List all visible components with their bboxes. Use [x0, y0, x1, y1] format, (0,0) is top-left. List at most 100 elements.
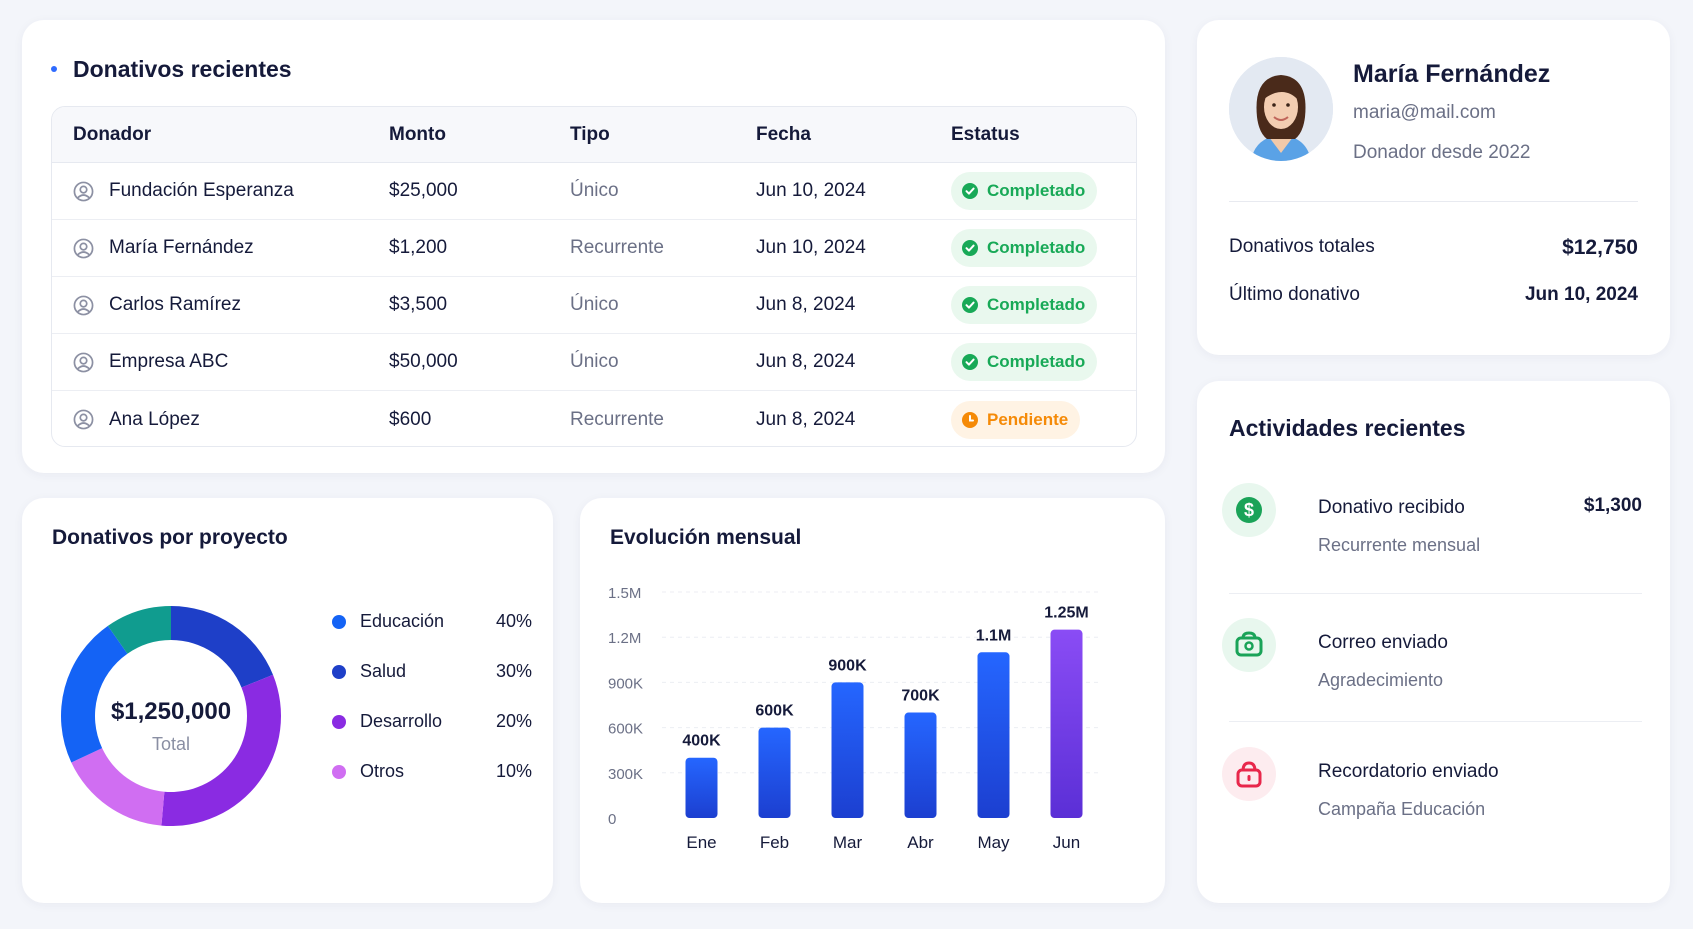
date-cell: Jun 10, 2024: [756, 180, 866, 201]
user-icon: [73, 238, 109, 259]
table-row[interactable]: Carlos Ramírez $3,500 Único Jun 8, 2024 Comp…: [52, 277, 1136, 334]
dollar-icon: $: [1222, 483, 1276, 537]
activity-title: Recordatorio enviado: [1318, 761, 1499, 782]
donor-profile-card: María Fernández maria@mail.com Donador d…: [1197, 20, 1670, 355]
donut-total-value: $1,250,000: [110, 698, 232, 725]
status-badge: Pendiente: [951, 400, 1081, 439]
y-tick-label: 900K: [608, 675, 643, 692]
user-icon: [73, 181, 109, 202]
x-tick-label: Jun: [1053, 833, 1080, 852]
table-row[interactable]: Empresa ABC $50,000 Único Jun 8, 2024 Comple…: [52, 334, 1136, 391]
x-tick-label: Mar: [833, 833, 863, 852]
donations-table: Donador Monto Tipo Fecha Estatus Fundaci…: [51, 106, 1137, 447]
legend-label: Salud: [360, 661, 407, 681]
donor-name: Carlos Ramírez: [109, 294, 241, 315]
activity-subtitle: Agradecimiento: [1318, 670, 1444, 690]
status-label: Completado: [987, 238, 1086, 257]
column-header-amount[interactable]: Monto: [389, 123, 446, 145]
last-donation-row: Último donativo Jun 10, 2024: [1229, 284, 1638, 306]
check-icon: [962, 354, 978, 370]
mail-icon: [1222, 618, 1276, 672]
status-cell: Pendiente: [951, 400, 1136, 439]
legend-percent: 30%: [495, 661, 532, 681]
bar-chart: 0 300K 600K 900K 1.2M 1.5M 400K Ene 600K Feb 900K M…: [608, 585, 1100, 852]
donut-total-label: Total: [151, 734, 191, 754]
amount-cell: $50,000: [389, 351, 458, 372]
divider: [1229, 721, 1642, 722]
x-tick-label: Abr: [907, 833, 934, 852]
donut-chart: [61, 606, 281, 826]
total-donations-value: $12,750: [1562, 236, 1638, 259]
bar-may[interactable]: [977, 652, 1010, 818]
activity-item[interactable]: Correo enviado Agradecimiento: [1222, 618, 1642, 718]
profile-name: María Fernández: [1353, 60, 1551, 88]
table-row[interactable]: Ana López $600 Recurrente Jun 8, 2024 Pendie…: [52, 391, 1136, 446]
donor-name: Ana López: [109, 408, 200, 430]
donut-slice-salud[interactable]: [171, 606, 273, 688]
last-donation-value: Jun 10, 2024: [1524, 284, 1638, 305]
bar-value-label: 1.1M: [976, 627, 1012, 644]
divider: [1229, 593, 1642, 594]
activity-amount: $1,300: [1583, 495, 1642, 516]
profile-since: Donador desde 2022: [1353, 142, 1531, 163]
type-cell: Recurrente: [570, 237, 664, 258]
status-badge: Completado: [951, 172, 1098, 210]
legend-label: Educación: [360, 611, 445, 631]
donut-slice-extra[interactable]: [107, 606, 171, 654]
table-row[interactable]: Fundación Esperanza $25,000 Único Jun 10, 2…: [52, 163, 1136, 220]
recent-donations-title: Donativos recientes: [73, 56, 292, 82]
date-cell: Jun 8, 2024: [756, 294, 856, 315]
check-icon: [962, 297, 978, 313]
date-cell: Jun 10, 2024: [756, 237, 866, 258]
amount-cell: $600: [389, 408, 432, 430]
bar-abr[interactable]: [904, 712, 937, 818]
legend-item[interactable]: Desarrollo 20%: [332, 708, 532, 738]
legend-item[interactable]: Educación 40%: [332, 608, 532, 638]
donor-cell: Fundación Esperanza: [52, 180, 389, 202]
bar-jun[interactable]: [1050, 629, 1083, 818]
donut-slice-desarrollo[interactable]: [161, 674, 281, 826]
bar-mar[interactable]: [831, 682, 864, 818]
recent-activities-title: Actividades recientes: [1229, 415, 1466, 441]
check-icon: [962, 183, 978, 199]
activity-subtitle: Campaña Educación: [1318, 799, 1486, 819]
avatar[interactable]: [1229, 57, 1333, 161]
legend-dot: [332, 765, 346, 779]
total-donations-label: Donativos totales: [1229, 236, 1375, 257]
donut-slice-otros[interactable]: [71, 748, 165, 826]
column-header-type[interactable]: Tipo: [570, 123, 610, 145]
donut-slice-educación[interactable]: [61, 625, 128, 763]
table-row[interactable]: María Fernández $1,200 Recurrente Jun 10, 2…: [52, 220, 1136, 277]
column-header-donor[interactable]: Donador: [73, 123, 152, 145]
column-header-status[interactable]: Estatus: [951, 123, 1020, 145]
column-header-date[interactable]: Fecha: [756, 123, 811, 145]
y-tick-label: 600K: [608, 721, 643, 738]
amount-cell: $3,500: [389, 294, 448, 315]
x-tick-label: Ene: [686, 833, 716, 852]
bell-lock-icon: [1222, 747, 1276, 801]
date-cell: Jun 8, 2024: [756, 351, 856, 372]
donor-cell: Carlos Ramírez: [52, 294, 389, 316]
bar-feb[interactable]: [758, 727, 791, 818]
status-cell: Completado: [951, 172, 1136, 210]
legend-percent: 40%: [495, 611, 532, 631]
type-cell: Único: [570, 294, 619, 315]
activity-title: Donativo recibido: [1318, 497, 1465, 518]
monthly-evolution-card: 0 300K 600K 900K 1.2M 1.5M 400K Ene 600K Feb 900K M…: [580, 498, 1165, 903]
activity-item[interactable]: $ Donativo recibido Recurrente mensual $…: [1222, 483, 1642, 583]
bar-value-label: 900K: [828, 657, 867, 674]
last-donation-label: Último donativo: [1229, 284, 1360, 305]
profile-email[interactable]: maria@mail.com: [1353, 102, 1496, 123]
legend-label: Desarrollo: [360, 711, 443, 731]
status-cell: Completado: [951, 343, 1136, 381]
legend-item[interactable]: Otros 10%: [332, 758, 532, 788]
donor-cell: Empresa ABC: [52, 351, 389, 373]
svg-text:$: $: [1244, 500, 1254, 520]
donations-by-project-card: Donativos por proyecto $1,250,000 Total …: [22, 498, 553, 903]
amount-cell: $1,200: [389, 237, 448, 258]
legend-item[interactable]: Salud 30%: [332, 658, 532, 688]
bar-ene[interactable]: [685, 757, 718, 818]
legend-label: Otros: [360, 761, 405, 781]
bar-value-label: 700K: [901, 688, 940, 705]
activity-item[interactable]: Recordatorio enviado Campaña Educación: [1222, 747, 1642, 847]
